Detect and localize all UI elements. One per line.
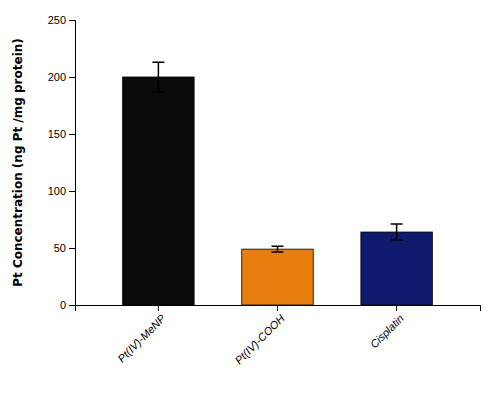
marks [123, 62, 433, 305]
tick: 200 [48, 71, 75, 83]
error-bar [391, 224, 403, 240]
tick-label: Pt(IV)-COOH [233, 312, 287, 366]
bar [361, 232, 432, 305]
tick: 50 [54, 242, 75, 254]
x-axis: Pt(IV)-MeNP Pt(IV)-COOH Cisplatin [76, 305, 481, 366]
tick: 250 [48, 14, 75, 26]
y-axis: 0 50 100 150 200 250 [48, 14, 76, 311]
bar [242, 249, 313, 305]
tick: 0 [60, 299, 75, 311]
tick-mark [158, 305, 159, 311]
plot: 0 50 100 150 200 250 Pt(IV)-MeNP Pt(IV)-COOH Cis… [48, 14, 481, 366]
error-bar [272, 246, 284, 252]
tick-label: 250 [48, 14, 66, 26]
tick-label: Cisplatin [368, 312, 406, 350]
tick-label: 0 [60, 299, 66, 311]
tick: 150 [48, 128, 75, 140]
axis-line [76, 306, 481, 312]
bar [123, 77, 194, 305]
tick-label: 100 [48, 185, 66, 197]
tick-label: 50 [54, 242, 66, 254]
tick: Pt(IV)-COOH [233, 305, 287, 366]
error-bar [152, 62, 164, 92]
tick: Pt(IV)-MeNP [115, 305, 168, 365]
tick: Cisplatin [368, 305, 406, 350]
tick-mark [69, 134, 75, 135]
tick-label: 200 [48, 71, 66, 83]
tick: 100 [48, 185, 75, 197]
tick-mark [69, 20, 75, 21]
tick-mark [69, 248, 75, 249]
axis-line [69, 21, 76, 306]
tick-mark [69, 77, 75, 78]
tick-label: 150 [48, 128, 66, 140]
tick-mark [277, 305, 278, 311]
tick-mark [396, 305, 397, 311]
chart: 0 50 100 150 200 250 Pt(IV)-MeNP Pt(IV)-COOH Cis… [0, 0, 500, 405]
y-axis-title: Pt Concentration (ng Pt /mg protein) [11, 38, 25, 287]
tick-mark [69, 191, 75, 192]
tick-label: Pt(IV)-MeNP [115, 312, 168, 365]
tick-mark [69, 305, 75, 306]
